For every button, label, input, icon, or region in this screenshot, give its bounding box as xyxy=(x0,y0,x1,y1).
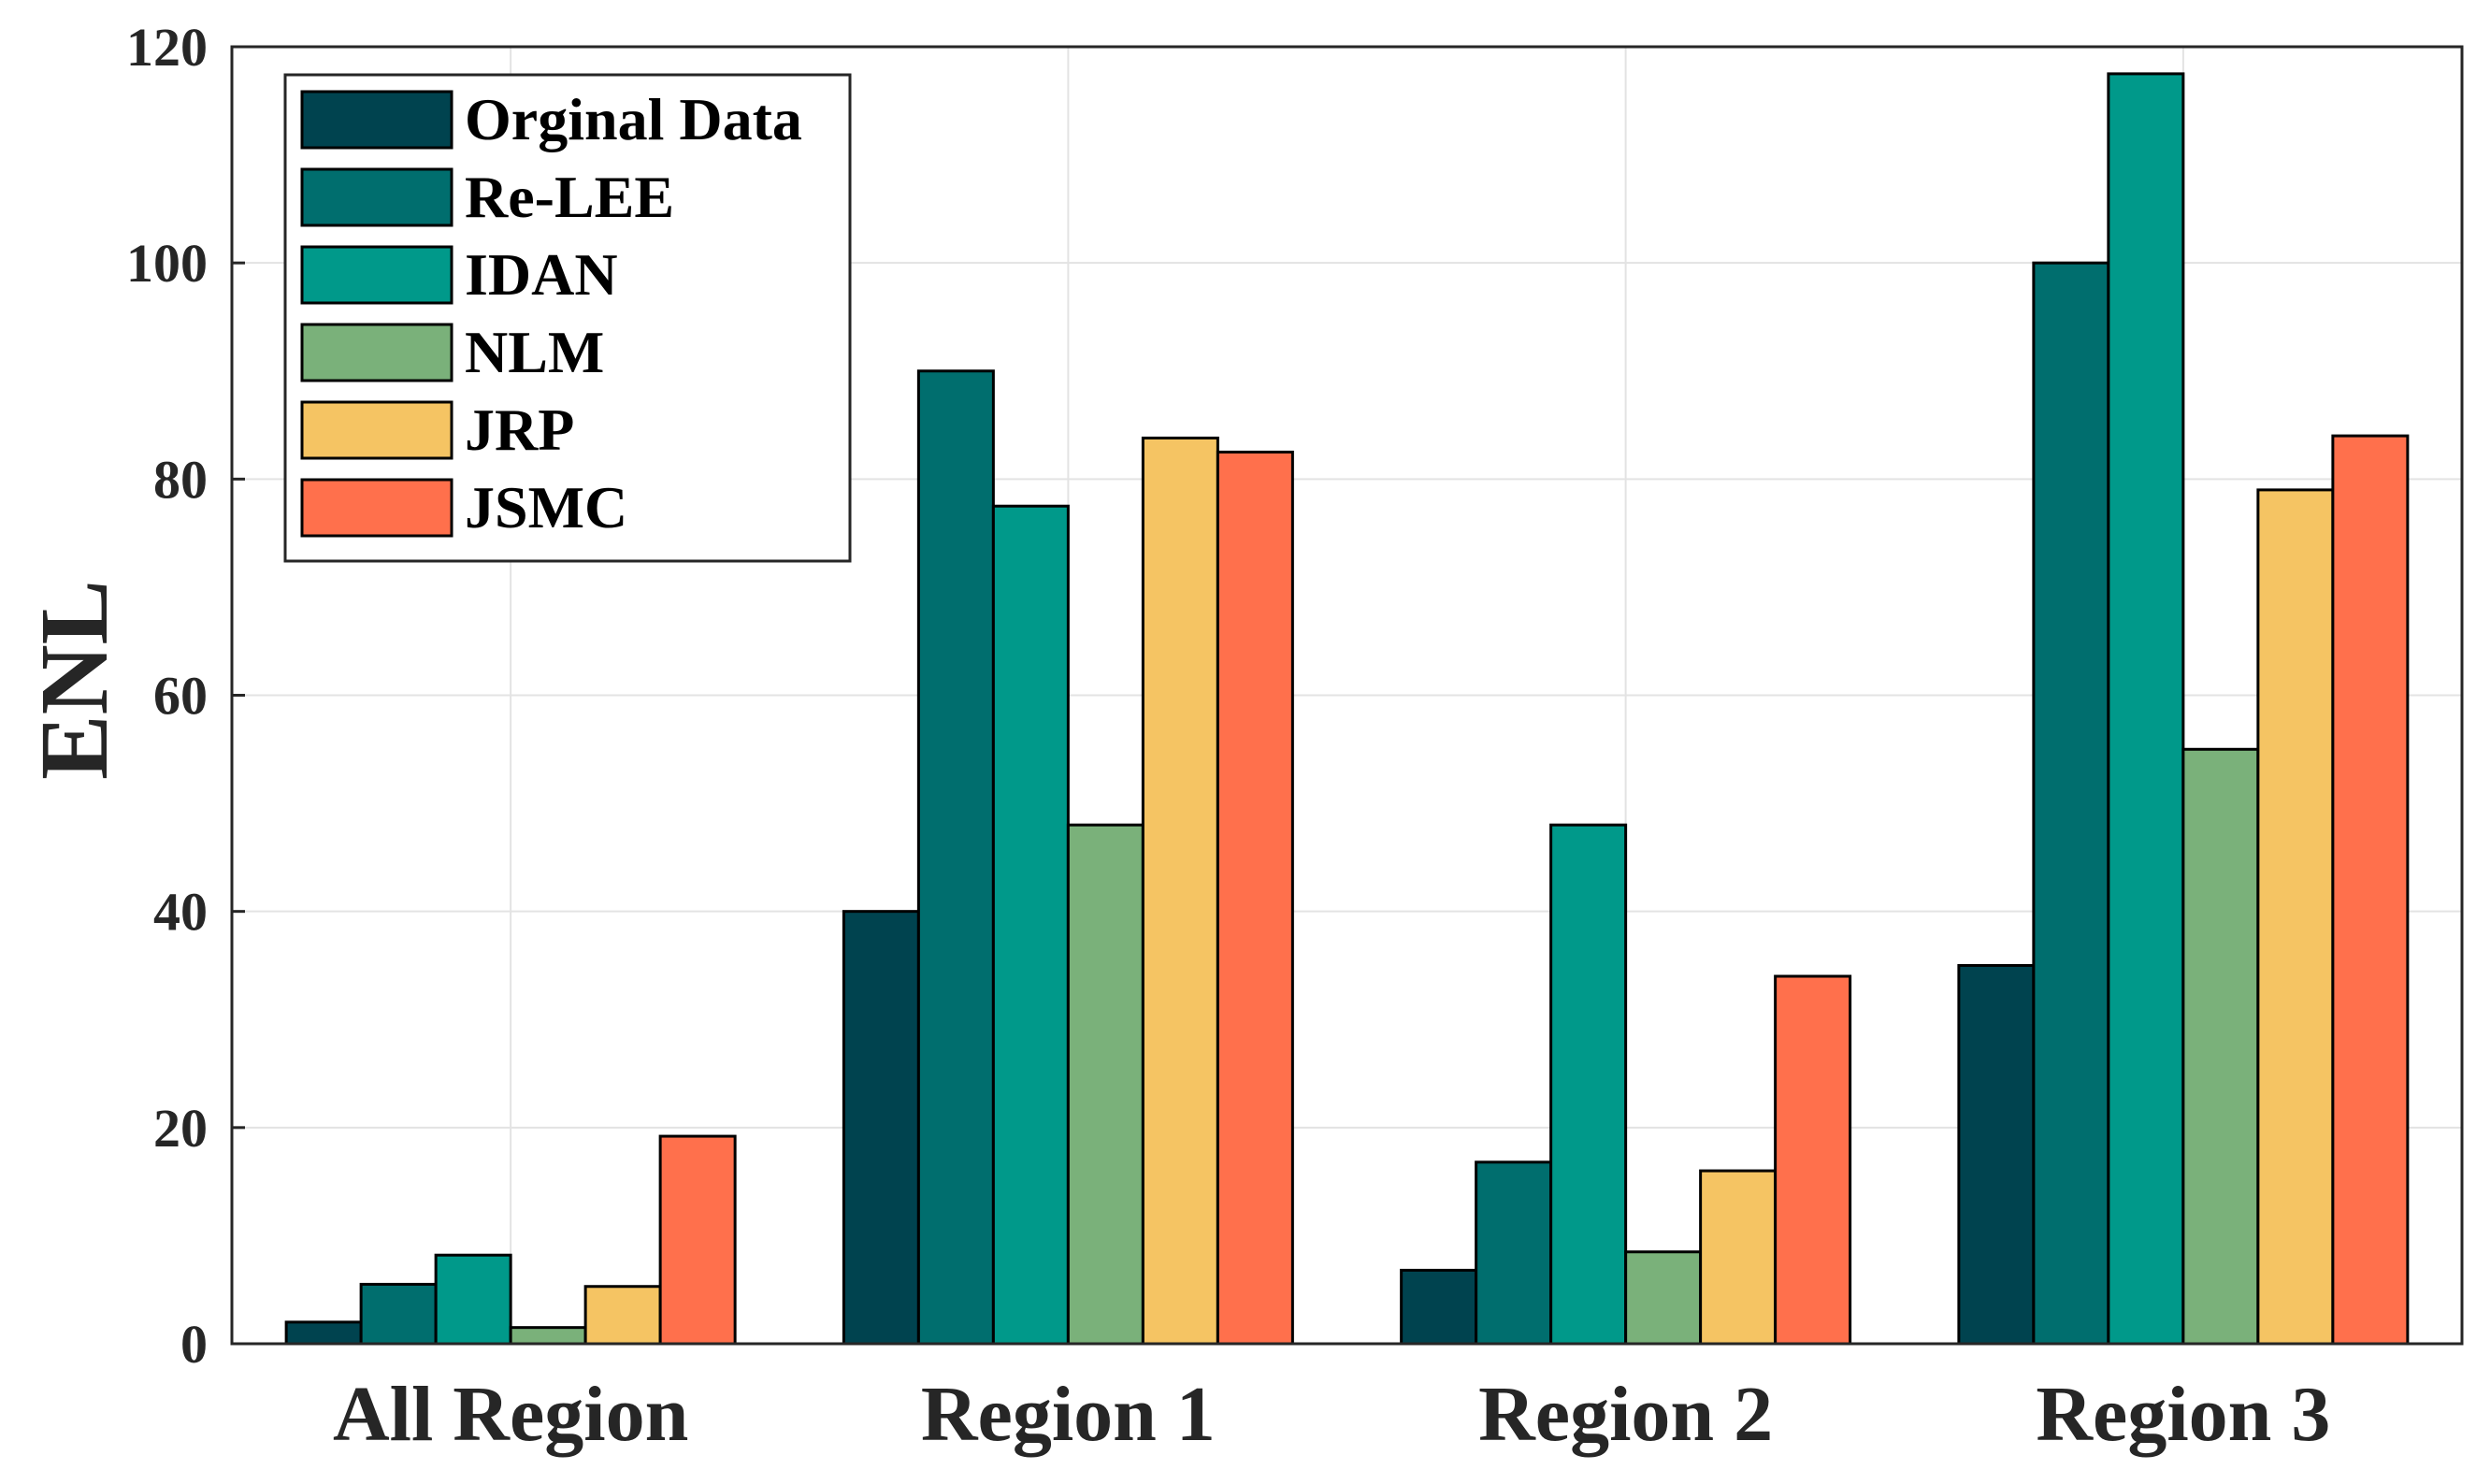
bar-3-0 xyxy=(1957,963,2036,1346)
bar-2-3 xyxy=(1624,1250,1703,1346)
x-tick-label-1: Region 1 xyxy=(921,1371,1216,1458)
y-tick-label-2: 40 xyxy=(153,882,208,943)
y-tick-label-0: 0 xyxy=(180,1314,208,1375)
legend-label-4: JRP xyxy=(465,396,574,463)
y-tick-label-4: 80 xyxy=(153,449,208,510)
x-tick-label-0: All Region xyxy=(333,1371,688,1458)
bar-3-5 xyxy=(2331,434,2410,1346)
bar-2-1 xyxy=(1475,1160,1553,1346)
legend-swatch-5 xyxy=(300,478,453,538)
bar-1-3 xyxy=(1066,823,1144,1346)
legend-label-1: Re-LEE xyxy=(465,164,674,230)
y-tick-label-5: 100 xyxy=(126,233,208,294)
bar-3-3 xyxy=(2181,747,2260,1346)
bar-0-3 xyxy=(509,1326,587,1346)
x-tick-labels: All Region Region 1 Region 2 Region 3 xyxy=(333,1371,2330,1458)
bar-2-2 xyxy=(1549,823,1628,1346)
legend-label-5: JSMC xyxy=(465,474,627,540)
bar-0-4 xyxy=(583,1285,662,1346)
bar-1-1 xyxy=(916,369,995,1346)
bar-3-2 xyxy=(2107,72,2185,1346)
bar-1-2 xyxy=(991,504,1070,1346)
x-tick-label-3: Region 3 xyxy=(2036,1371,2330,1458)
bar-1-5 xyxy=(1216,450,1294,1346)
legend-swatch-3 xyxy=(300,323,453,382)
legend-box xyxy=(283,73,852,563)
y-tick-label-1: 20 xyxy=(153,1098,208,1159)
legend-label-3: NLM xyxy=(465,319,604,385)
legend-swatch-1 xyxy=(300,167,453,227)
bar-0-1 xyxy=(359,1282,438,1346)
legend-label-0: Orginal Data xyxy=(465,86,802,152)
bar-2-4 xyxy=(1699,1169,1778,1346)
legend-label-2: IDAN xyxy=(465,241,618,308)
y-tick-label-3: 60 xyxy=(153,666,208,727)
legend: Orginal Data Re-LEE IDAN NLM JRP JSMC xyxy=(283,73,852,563)
y-axis-title: ENL xyxy=(21,580,128,780)
bar-0-5 xyxy=(658,1134,737,1346)
y-tick-label-6: 120 xyxy=(126,17,208,78)
bars xyxy=(284,72,2410,1346)
legend-swatch-4 xyxy=(300,400,453,460)
bar-3-1 xyxy=(2032,261,2110,1346)
bar-3-4 xyxy=(2256,488,2335,1346)
x-tick-label-2: Region 2 xyxy=(1478,1371,1773,1458)
y-tick-labels: 0 20 40 60 80 100 120 xyxy=(126,17,245,1375)
bar-2-5 xyxy=(1774,974,1852,1346)
legend-swatch-0 xyxy=(300,90,453,150)
bar-1-0 xyxy=(842,910,920,1346)
bar-2-0 xyxy=(1400,1268,1478,1346)
bar-0-2 xyxy=(434,1253,512,1346)
bar-0-0 xyxy=(284,1320,363,1346)
bar-1-4 xyxy=(1141,436,1219,1346)
legend-swatch-2 xyxy=(300,245,453,305)
